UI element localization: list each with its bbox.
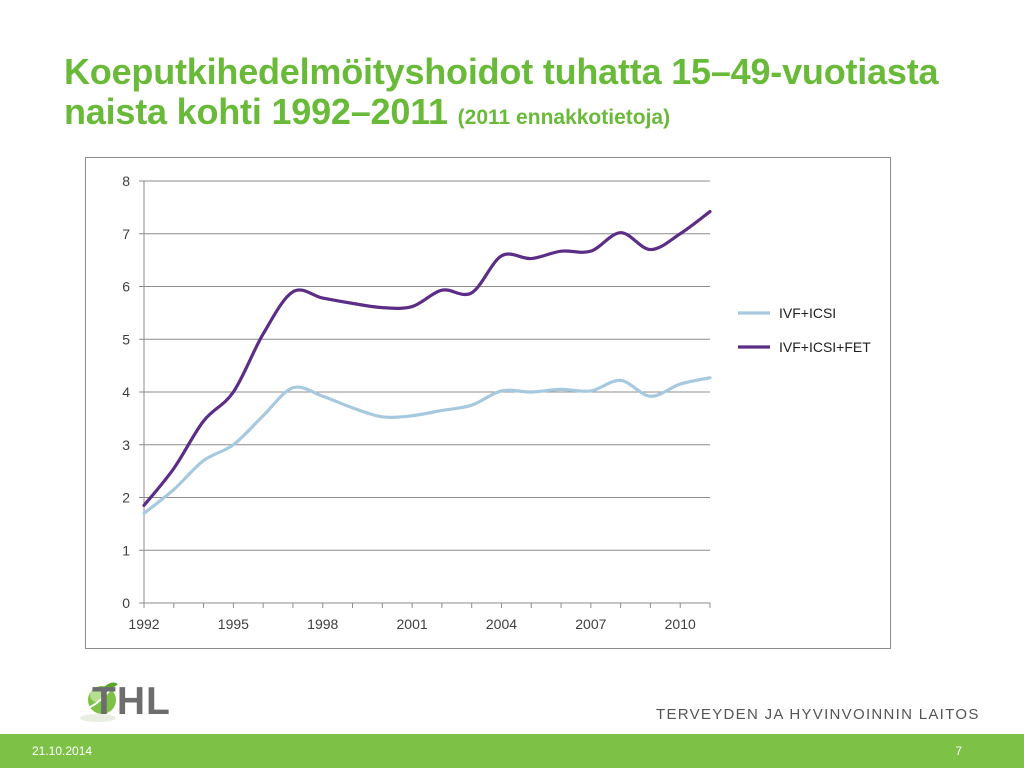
series-line-2 [142, 209, 712, 508]
series-2-point [351, 301, 355, 305]
line-chart: 0 1 2 3 4 5 6 7 8 1992 1995 1998 2001 2004 2007 2010 IVF… [122, 173, 871, 632]
series-1-point [619, 378, 623, 382]
series-2-point [648, 248, 652, 252]
x-tick-label: 2010 [665, 616, 696, 632]
y-tick-label: 0 [122, 595, 130, 611]
series-1-point [291, 386, 295, 390]
series-1-point [321, 394, 325, 398]
series-1-point [261, 414, 265, 418]
legend-label-2: IVF+ICSI+FET [779, 339, 871, 355]
y-tick-label: 3 [122, 437, 130, 453]
series-1-point [380, 415, 384, 419]
y-tick-label: 2 [122, 490, 130, 506]
series-2-point [261, 332, 265, 336]
y-tick-label: 1 [122, 542, 130, 558]
series-1-point [202, 459, 206, 463]
series-1-point [529, 390, 533, 394]
series-2-point [499, 254, 503, 258]
series-2-point [619, 231, 623, 235]
slide-title: Koeputkihedelmöityshoidot tuhatta 15–49-… [64, 52, 994, 138]
series-2-point [708, 210, 712, 214]
series-2-point [380, 306, 384, 310]
series-2-point [678, 232, 682, 236]
series-1-point [351, 406, 355, 410]
series-2-point [142, 503, 146, 507]
x-tick-label: 2001 [397, 616, 428, 632]
series-2-point [470, 291, 474, 295]
x-tick-label: 1995 [218, 616, 249, 632]
series-2-point [529, 257, 533, 261]
series-line-1 [142, 376, 712, 515]
series-2-point [440, 288, 444, 292]
series-2-point [410, 305, 414, 309]
series-1-point [648, 394, 652, 398]
legend-label-1: IVF+ICSI [779, 305, 836, 321]
series-1-point [470, 403, 474, 407]
series-2-point [172, 466, 176, 470]
footer-date: 21.10.2014 [32, 744, 93, 758]
footer-bar: 21.10.2014 7 [0, 734, 1024, 768]
slide-title-main: Koeputkihedelmöityshoidot tuhatta 15–49-… [64, 51, 939, 132]
series-1-point [559, 387, 563, 391]
series-2-point [291, 290, 295, 294]
series-2-point [202, 419, 206, 423]
series-1-point [499, 389, 503, 393]
series-1-point [678, 382, 682, 386]
slide-title-sub: (2011 ennakkotietoja) [457, 106, 671, 129]
series-1-point [708, 376, 712, 380]
series-1-point [410, 414, 414, 418]
y-tick-label: 6 [122, 279, 130, 295]
x-tick-label: 2004 [486, 616, 517, 632]
y-tick-label: 4 [122, 384, 130, 400]
series-1-point [440, 408, 444, 412]
y-tick-label: 8 [122, 173, 130, 189]
x-tick-label: 2007 [575, 616, 606, 632]
series-1-point [172, 488, 176, 492]
series-1-point [142, 511, 146, 515]
series-2-point [589, 249, 593, 253]
series-2-point [559, 249, 563, 253]
y-tick-label: 7 [122, 226, 130, 242]
x-tick-label: 1998 [307, 616, 338, 632]
thl-leaf-logo-icon [80, 682, 118, 722]
organization-name: TERVEYDEN JA HYVINVOINNIN LAITOS [656, 706, 980, 723]
logo-text: THL [92, 680, 171, 723]
x-tick-label: 1992 [128, 616, 159, 632]
series-1-point [589, 389, 593, 393]
y-tick-label: 5 [122, 331, 130, 347]
series-2-point [231, 390, 235, 394]
page-number: 7 [955, 744, 962, 758]
chart-frame: 0 1 2 3 4 5 6 7 8 1992 1995 1998 2001 2004 2007 2010 IVF… [85, 157, 891, 649]
series-1-point [231, 443, 235, 447]
series-2-point [321, 296, 325, 300]
